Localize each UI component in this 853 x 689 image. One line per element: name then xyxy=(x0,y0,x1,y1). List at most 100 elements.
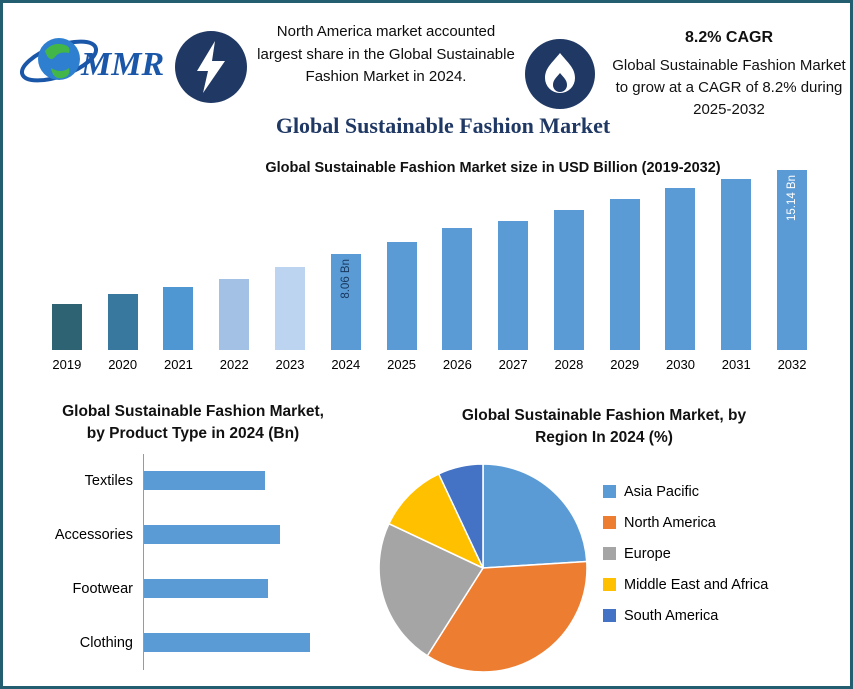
page-title: Global Sustainable Fashion Market xyxy=(275,113,611,138)
product-chart-title: Global Sustainable Fashion Market, by Pr… xyxy=(25,401,361,446)
legend-swatch xyxy=(603,578,616,592)
bar-cell-2029: 2029 xyxy=(597,155,653,373)
bar-2023 xyxy=(275,267,306,350)
bar-axis-label-2031: 2031 xyxy=(721,357,751,372)
cagr-text: Global Sustainable Fashion Market to gro… xyxy=(612,57,846,118)
logo-text: MMR xyxy=(80,46,164,83)
product-bar-textiles xyxy=(144,471,265,491)
bar-2027 xyxy=(498,221,529,350)
bar-axis-label-2019: 2019 xyxy=(52,357,82,372)
bar-value-label-2032: 15.14 Bn xyxy=(786,175,799,222)
product-bar-zone xyxy=(143,615,361,670)
pie-slice-north-america xyxy=(426,560,588,673)
flame-icon xyxy=(545,53,575,93)
legend-label: Europe xyxy=(624,545,671,562)
legend-item-asia-pacific: Asia Pacific xyxy=(603,484,768,500)
bar-cell-2032: 15.14 Bn 2032 xyxy=(764,155,820,373)
bar-cell-2026: 2026 xyxy=(429,155,485,373)
product-label: Clothing xyxy=(79,634,133,651)
legend-item-europe: Europe xyxy=(603,546,768,562)
bar-cell-2019: 2019 xyxy=(39,155,95,373)
legend-item-north-america: North America xyxy=(603,515,768,531)
bar-2029 xyxy=(609,199,640,350)
product-label: Accessories xyxy=(54,526,133,543)
legend-swatch xyxy=(603,609,616,623)
region-pie-chart xyxy=(378,463,588,673)
region-legend: Asia Pacific North America Europe Middle Ea… xyxy=(603,484,768,674)
pie-slice-middle-east-and-africa xyxy=(388,473,484,569)
pie-slice-asia-pacific xyxy=(482,463,588,569)
bar-cell-2030: 2030 xyxy=(653,155,709,373)
legend-item-south-america: South America xyxy=(603,608,768,624)
bar-2020 xyxy=(107,294,138,350)
market-size-bar-chart: 2019 2020 2021 2022 2023 8.06 Bn 2024 2025 2026 2… xyxy=(39,155,820,373)
bar-axis-label-2029: 2029 xyxy=(610,357,640,372)
legend-swatch xyxy=(603,485,616,499)
bar-axis-label-2023: 2023 xyxy=(275,357,305,372)
bar-axis-label-2025: 2025 xyxy=(387,357,417,372)
product-bar-chart: Textiles Accessories Footwear Clothing xyxy=(25,453,361,670)
bar-2024: 8.06 Bn xyxy=(330,254,361,350)
bar-axis-label-2024: 2024 xyxy=(331,357,361,372)
bar-axis-label-2028: 2028 xyxy=(554,357,584,372)
bar-cell-2021: 2021 xyxy=(151,155,207,373)
region-chart-title-line1: Global Sustainable Fashion Market, by xyxy=(461,407,747,424)
product-bar-accessories xyxy=(144,525,280,545)
legend-label: Middle East and Africa xyxy=(624,576,769,593)
product-bar-clothing xyxy=(144,633,310,653)
bar-2021 xyxy=(163,287,194,350)
bar-axis-label-2027: 2027 xyxy=(498,357,528,372)
bar-cell-2031: 2031 xyxy=(708,155,764,373)
bar-cell-2022: 2022 xyxy=(206,155,262,373)
legend-swatch xyxy=(603,547,616,561)
product-bar-zone xyxy=(143,561,361,616)
region-panel: Global Sustainable Fashion Market, by Re… xyxy=(371,405,837,674)
product-row-accessories: Accessories xyxy=(25,507,361,562)
bar-2028 xyxy=(553,210,584,350)
product-bar-zone xyxy=(143,507,361,562)
bar-2031 xyxy=(721,179,752,350)
bar-2032: 15.14 Bn xyxy=(777,170,808,350)
product-row-textiles: Textiles xyxy=(25,453,361,508)
cagr-block: 8.2% CAGR Global Sustainable Fashion Mar… xyxy=(607,29,850,120)
mmr-logo-graphic: MMR xyxy=(19,38,164,83)
bar-axis-label-2020: 2020 xyxy=(108,357,138,372)
legend-label: Asia Pacific xyxy=(624,483,699,500)
bar-2022 xyxy=(219,279,250,350)
product-type-panel: Global Sustainable Fashion Market, by Pr… xyxy=(25,401,361,670)
bar-cell-2025: 2025 xyxy=(374,155,430,373)
bar-axis-label-2022: 2022 xyxy=(219,357,249,372)
region-chart-title: Global Sustainable Fashion Market, by Re… xyxy=(371,405,837,450)
callout-north-america: North America market accounted largest s… xyxy=(257,23,515,85)
product-label: Textiles xyxy=(84,472,133,489)
product-bar-zone xyxy=(143,453,361,508)
cagr-title: 8.2% CAGR xyxy=(684,29,774,46)
pie-area: Asia Pacific North America Europe Middle Ea… xyxy=(371,462,837,674)
bar-cell-2024: 8.06 Bn 2024 xyxy=(318,155,374,373)
legend-label: South America xyxy=(624,607,719,624)
mmr-logo: MMR xyxy=(17,23,177,97)
bar-axis-label-2026: 2026 xyxy=(442,357,472,372)
bar-2019 xyxy=(51,304,82,350)
product-chart-title-line1: Global Sustainable Fashion Market, xyxy=(62,403,324,420)
legend-item-middle-east-and-africa: Middle East and Africa xyxy=(603,577,768,593)
bar-2030 xyxy=(665,188,696,350)
product-row-footwear: Footwear xyxy=(25,561,361,616)
product-chart-title-line2: by Product Type in 2024 (Bn) xyxy=(86,425,300,443)
bar-cell-2023: 2023 xyxy=(262,155,318,373)
region-chart-title-line2: Region In 2024 (%) xyxy=(535,429,673,447)
legend-swatch xyxy=(603,516,616,530)
bar-cell-2028: 2028 xyxy=(541,155,597,373)
bar-cell-2027: 2027 xyxy=(485,155,541,373)
product-row-clothing: Clothing xyxy=(25,615,361,670)
bar-axis-label-2030: 2030 xyxy=(666,357,695,372)
bar-value-label-2024: 8.06 Bn xyxy=(339,259,352,299)
bar-axis-label-2032: 2032 xyxy=(777,357,807,372)
product-bar-footwear xyxy=(144,579,268,599)
bar-2025 xyxy=(386,242,417,350)
lightning-badge xyxy=(175,31,247,103)
lightning-icon xyxy=(197,41,225,93)
bar-chart-title: Global Sustainable Fashion Market size i… xyxy=(265,160,721,176)
legend-label: North America xyxy=(624,514,716,531)
